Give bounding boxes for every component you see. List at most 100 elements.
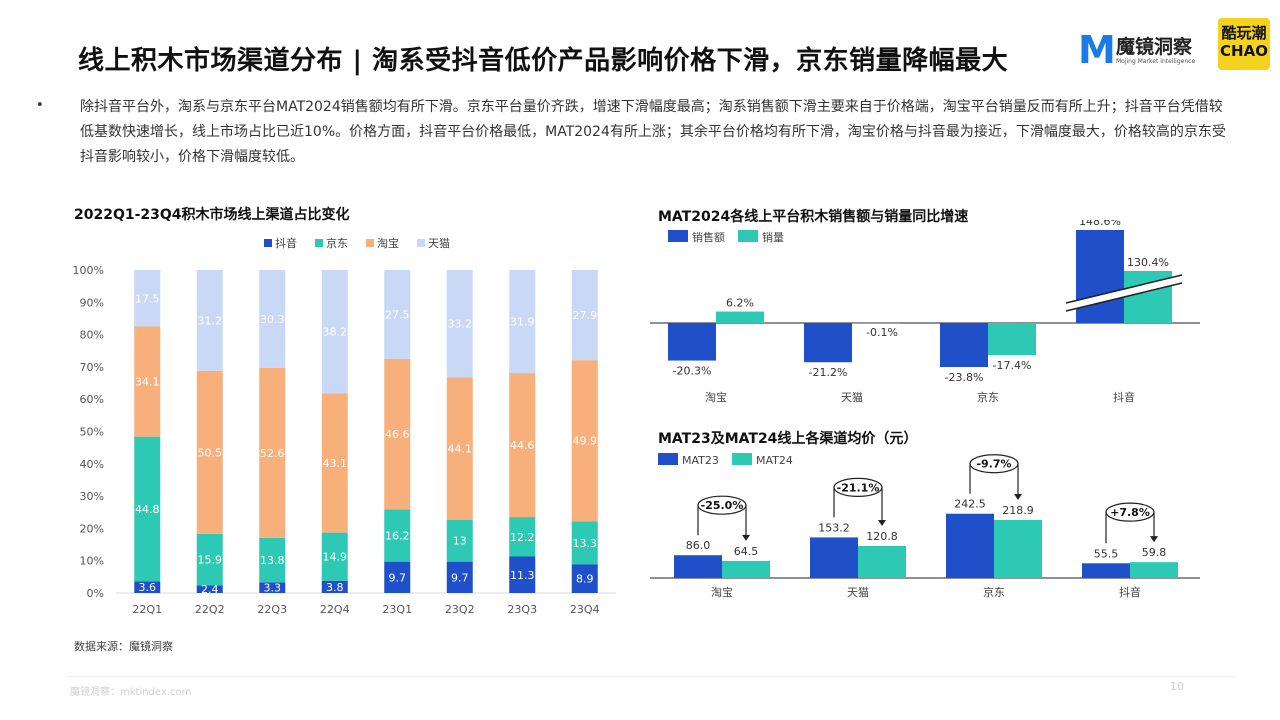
price-bar [858,545,906,578]
stacked-bar-segment [134,270,161,327]
mojing-logo: M 魔镜洞察 Mojing Market Intelligence [1078,28,1208,72]
chao-logo: 酷玩潮 CHAO [1218,18,1270,70]
legend-swatch [417,239,425,247]
stacked-bar-segment [321,532,348,581]
segment-value-label: 11.3 [510,569,535,582]
segment-value-label: 30.3 [260,313,285,326]
legend-swatch [264,239,272,247]
segment-value-label: 44.1 [448,442,473,455]
x-tick-label: 23Q2 [445,603,475,616]
chao-logo-line2: CHAO [1220,42,1268,60]
legend-label: 销量 [762,230,784,244]
stacked-bar-segment [259,270,286,368]
mojing-logo-name: 魔镜洞察 [1116,36,1193,58]
y-tick-label: 80% [80,329,104,342]
legend-label: MAT23 [682,454,719,467]
segment-value-label: 3.6 [139,581,157,594]
price-chart: MAT23 MAT24 86.0 64.5 -25.0% 淘宝 153.2 120.8 -21.… [650,453,1200,599]
segment-value-label: 49.9 [573,435,598,448]
stacked-bar-segment [571,564,598,593]
axis-break-gap [1066,275,1182,311]
x-tick-label: 23Q4 [570,603,600,616]
legend-label: 天猫 [428,237,450,250]
y-tick-label: 40% [80,458,104,471]
segment-value-label: 9.7 [451,571,469,584]
stacked-bar-segment [446,377,473,520]
change-label: -21.1% [837,481,880,494]
growth-bar [988,323,1036,356]
axis-break-line [1065,282,1183,312]
stacked-bar-segment [384,561,411,593]
segment-value-label: 15.9 [198,554,223,567]
segment-value-label: 2.4 [201,583,219,596]
legend-label: 抖音 [275,236,297,250]
stacked-bar-segment [509,373,536,518]
x-tick-label: 22Q4 [320,603,350,616]
legend-label: MAT24 [756,454,793,467]
category-label: 京东 [977,390,999,404]
stacked-bar-segment [509,517,536,557]
legend-swatch [738,230,758,242]
price-bar [722,560,770,578]
category-label: 抖音 [1119,585,1141,599]
segment-value-label: 8.9 [576,573,594,586]
segment-value-label: 31.9 [510,316,535,329]
stacked-bar-segment [571,521,598,565]
growth-chart-title: MAT2024各线上平台积木销售额与销量同比增速 [658,209,969,225]
mojing-logo-sub: Mojing Market Intelligence [1116,58,1196,65]
stacked-bar-segment [321,393,348,533]
stacked-bar-segment [509,270,536,374]
legend-swatch [732,453,752,465]
x-tick-label: 22Q3 [257,603,287,616]
price-chart-title: MAT23及MAT24线上各渠道均价（元） [658,431,918,447]
y-tick-label: 100% [73,264,104,277]
segment-value-label: 34.1 [135,376,160,389]
mojing-logo-mark: M [1078,28,1116,72]
change-badge [697,495,747,515]
segment-value-label: 50.5 [198,446,223,459]
segment-value-label: 13.3 [573,537,598,550]
category-label: 淘宝 [711,585,733,599]
stacked-share-chart: 抖音 京东 淘宝 天猫 0% 10% 20% 30% 40% 50% 60% 70% 80% 90% 100… [73,236,616,616]
segment-value-label: 44.6 [510,439,535,452]
stacked-bar-segment [446,561,473,593]
change-label: -9.7% [976,458,1011,471]
growth-bar [1076,230,1124,323]
stacked-bar-segment [571,360,598,522]
price-value-label: 218.9 [1002,504,1034,517]
price-value-label: 86.0 [686,539,711,552]
segment-value-label: 27.9 [573,309,598,322]
stacked-bar-segment [384,270,411,359]
stacked-bar-segment [321,270,348,394]
segment-value-label: 44.8 [135,503,160,516]
change-badge [1105,502,1155,522]
stacked-bar-segment [259,367,286,538]
growth-bar [716,311,764,323]
price-value-label: 59.8 [1142,546,1167,559]
change-arrowhead [1014,493,1022,500]
segment-value-label: 17.5 [135,292,160,305]
category-label: 京东 [983,585,1005,599]
growth-value-label: 148.6% [1079,220,1121,228]
growth-value-label: -21.2% [809,366,848,379]
stacked-bar-segment [321,580,348,593]
summary-paragraph: 除抖音平台外，淘系与京东平台MAT2024销售额均有所下滑。京东平台量价齐跌，增… [80,99,1226,165]
x-tick-label: 23Q3 [507,603,537,616]
segment-value-label: 14.9 [323,551,348,564]
price-bar [674,555,722,578]
x-tick-label: 22Q2 [195,603,225,616]
legend-label: 京东 [326,236,348,250]
y-tick-label: 10% [80,555,104,568]
legend-swatch [315,239,323,247]
stacked-bar-segment [446,270,473,378]
growth-value-label: 6.2% [726,297,754,310]
y-tick-label: 30% [80,490,104,503]
category-label: 抖音 [1113,390,1135,404]
growth-chart: 销售额 销量 -20.3% 6.2% 淘宝 -21.2% -0.1% 天猫 -23.8% -17.… [650,220,1200,404]
x-tick-label: 22Q1 [132,603,162,616]
segment-value-label: 3.8 [326,581,344,594]
change-label: +7.8% [1110,506,1150,519]
change-arrowhead [1150,536,1158,543]
price-bar [1082,563,1130,578]
stacked-bar-segment [259,537,286,583]
